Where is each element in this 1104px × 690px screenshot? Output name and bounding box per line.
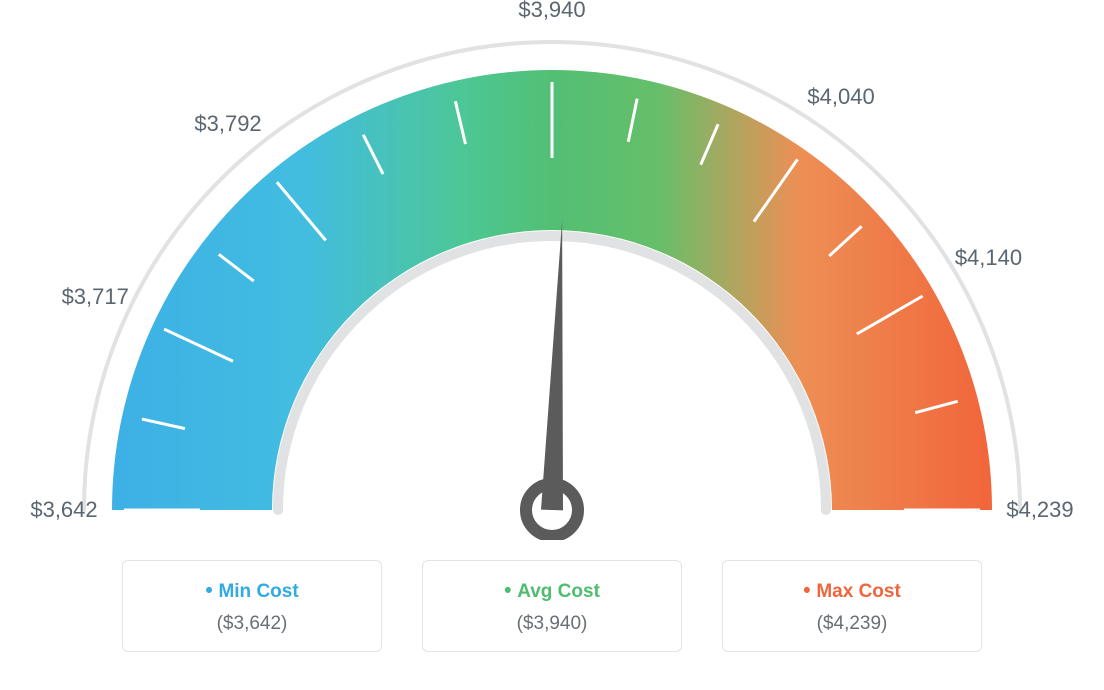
legend-avg-label: Avg Cost: [423, 579, 681, 603]
gauge-tick-label: $3,792: [194, 111, 261, 137]
legend-max-label: Max Cost: [723, 579, 981, 603]
legend-min-label: Min Cost: [123, 579, 381, 603]
legend-min-value: ($3,642): [123, 613, 381, 635]
legend-max-value: ($4,239): [723, 613, 981, 635]
legend-card-max: Max Cost ($4,239): [722, 560, 982, 652]
gauge-tick-label: $4,239: [1006, 497, 1073, 523]
gauge-tick-label: $3,940: [518, 0, 585, 23]
gauge-svg: [20, 20, 1084, 540]
gauge-tick-label: $4,040: [807, 84, 874, 110]
gauge-tick-label: $3,717: [62, 284, 129, 310]
legend-card-min: Min Cost ($3,642): [122, 560, 382, 652]
gauge-tick-label: $4,140: [955, 245, 1022, 271]
gauge-tick-label: $3,642: [30, 497, 97, 523]
gauge-chart: $3,642$3,717$3,792$3,940$4,040$4,140$4,2…: [20, 20, 1084, 540]
legend-row: Min Cost ($3,642) Avg Cost ($3,940) Max …: [20, 560, 1084, 652]
legend-card-avg: Avg Cost ($3,940): [422, 560, 682, 652]
legend-avg-value: ($3,940): [423, 613, 681, 635]
